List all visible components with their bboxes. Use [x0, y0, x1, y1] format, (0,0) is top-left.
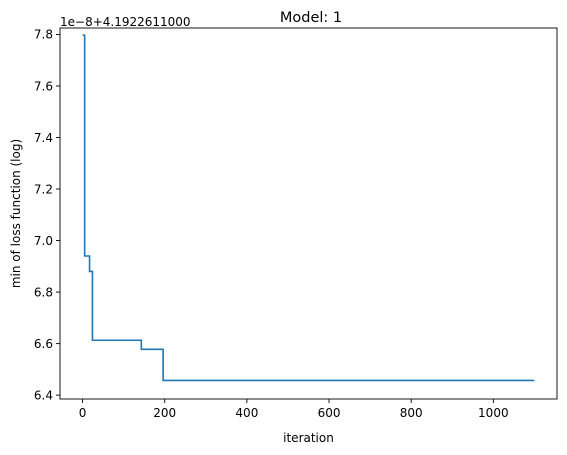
y-axis: 6.4 6.6 6.8 7.0 7.2 7.4 7.6 7.8 — [34, 28, 60, 402]
y-tick-label: 7.6 — [34, 79, 53, 93]
x-tick-label: 0 — [79, 406, 87, 420]
y-tick-label: 7.2 — [34, 182, 53, 196]
x-axis: 0 200 400 600 800 1000 — [79, 399, 509, 420]
y-tick-label: 7.0 — [34, 234, 53, 248]
chart-title: Model: 1 — [280, 10, 342, 26]
y-axis-title: min of loss function (log) — [9, 139, 23, 288]
y-tick-label: 6.6 — [34, 337, 53, 351]
y-tick-label: 6.8 — [34, 285, 53, 299]
series-line-1 — [82, 34, 535, 382]
x-tick-label: 200 — [153, 406, 176, 420]
y-offset-label: 1e−8+4.1922611000 — [60, 15, 191, 29]
x-tick-label: 800 — [400, 406, 423, 420]
y-tick-label: 7.4 — [34, 131, 53, 145]
x-tick-label: 400 — [235, 406, 258, 420]
x-tick-label: 1000 — [478, 406, 509, 420]
x-tick-label: 600 — [318, 406, 341, 420]
y-tick-label: 7.8 — [34, 28, 53, 42]
x-axis-title: iteration — [283, 431, 334, 445]
y-tick-label: 6.4 — [34, 388, 53, 402]
plot-frame — [59, 27, 558, 400]
plot-area — [82, 34, 535, 382]
